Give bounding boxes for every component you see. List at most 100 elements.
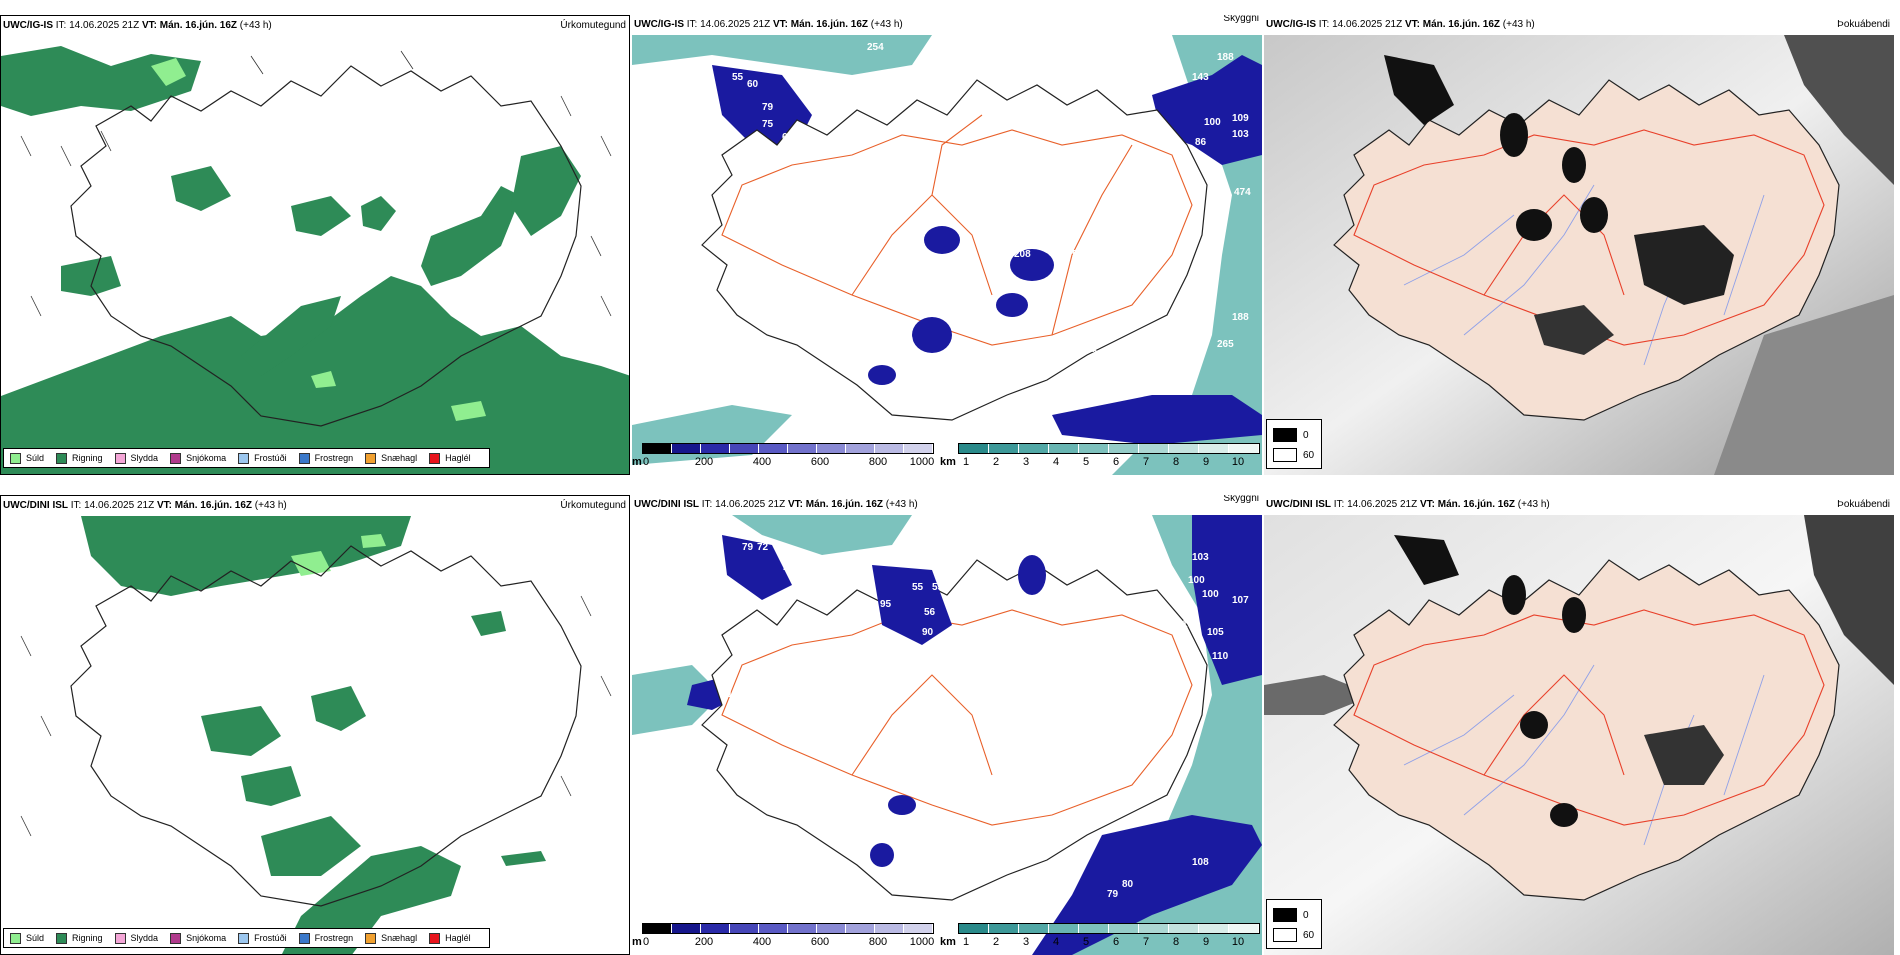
vis-label: 72 [757,542,769,553]
it-label: IT: [70,500,82,511]
vt-value: Mán. 16.jún. 16Z [1437,499,1515,510]
vis-colorbar: km 1 2 3 4 5 6 7 8 9 10 [940,443,1262,471]
vis-label: 79 [762,102,774,113]
vis-label: 55 [732,72,744,83]
lead-time: (+43 h) [1517,499,1550,510]
vis-ticks: 1 2 3 4 5 6 7 8 9 10 [962,456,1245,468]
vis-ticks: 1 2 3 4 5 6 7 8 9 10 [962,936,1245,948]
vis-label: 55 [932,582,944,593]
height-colorbar: m 0 200 400 600 800 1000 [632,443,934,471]
panel-header: UWC/IG-IS IT: 14.06.2025 21Z VT: Mán. 16… [632,15,1262,35]
low-vis-patches [722,535,1046,867]
height-colorbar-strip [642,923,934,934]
vis-label: 474 [1234,187,1251,198]
panel-header: UWC/IG-IS IT: 14.06.2025 21Z VT: Mán. 16… [1,16,629,36]
vis-label: 103 [1192,552,1209,563]
vt-label: VT: [772,19,788,30]
legend-item-hail: Haglél [429,452,471,464]
vis-unit: km [940,936,956,948]
vt-label: VT: [156,500,172,511]
panel-fog-top: UWC/IG-IS IT: 14.06.2025 21Z VT: Mán. 16… [1264,15,1900,475]
vis-labels: 55 60 265 79 75 65 254 143 188 100 109 1… [732,42,1251,376]
roads [721,609,1193,826]
vis-colorbar-strip [958,443,1260,454]
panel-visibility-bottom: UWC/DINI ISL IT: 14.06.2025 21Z VT: Mán.… [632,495,1262,955]
lead-time: (+43 h) [870,19,903,30]
vis-label: 60 [747,79,759,90]
vt-value: Mán. 16.jún. 16Z [790,19,868,30]
it-value: 14.06.2025 21Z [84,500,155,511]
vis-label: 165 [1122,337,1139,348]
panel-visibility-top: UWC/IG-IS IT: 14.06.2025 21Z VT: Mán. 16… [632,15,1262,475]
wind-barbs [20,50,612,317]
vis-label: 49 [902,335,914,346]
it-label: IT: [701,499,713,510]
vis-unit: km [940,456,956,468]
lead-time: (+43 h) [1502,19,1535,30]
height-ticks: 0 200 400 600 800 1000 [642,936,935,948]
vis-label: 103 [1232,129,1249,140]
legend-item-sleet: Slydda [114,452,158,464]
iceland-coastline [701,559,1208,901]
legend-item-hail: Haglél [429,932,471,944]
vis-label: 201 [1172,332,1189,343]
vis-label: 79 [1107,889,1119,900]
vis-label: 100 [1182,619,1199,630]
fog-map [1264,515,1894,955]
vis-label: 86 [1195,137,1207,148]
vis-label: 107 [727,689,744,700]
it-label: IT: [686,19,698,30]
panel-precip-bottom: UWC/DINI ISL IT: 14.06.2025 21Z VT: Mán.… [0,495,630,955]
legend-item-snow-pellets: Snæhagl [365,932,417,944]
rain-areas [81,516,546,954]
panel-header: UWC/DINI ISL IT: 14.06.2025 21Z VT: Mán.… [1264,495,1900,515]
height-unit: m [632,936,642,948]
vis-label: 109 [1232,113,1249,124]
fog-patches [1384,55,1734,355]
vis-label: 107 [1232,595,1249,606]
fog-legend: 0 60 [1266,899,1322,949]
vis-label: 268 [1092,349,1109,360]
legend-item-freezing-drizzle: Frostúði [238,932,287,944]
vt-value: Mán. 16.jún. 16Z [805,499,883,510]
vis-label: 100 [1202,589,1219,600]
precip-legend: Súld Rigning Slydda Snjókoma Frostúði Fr… [3,928,490,948]
vis-label: 90 [922,627,934,638]
model-name: UWC/IG-IS [1266,19,1316,30]
product-name: Skyggni [1223,495,1259,504]
legend-item-freezing-rain: Frostregn [298,932,353,944]
vis-label: 188 [1217,52,1234,63]
iceland-coastline [70,65,582,427]
vis-label: 100 [1188,575,1205,586]
vis-label: 42 [937,217,949,228]
panel-header: UWC/DINI ISL IT: 14.06.2025 21Z VT: Mán.… [1,496,629,516]
it-label: IT: [1333,499,1345,510]
vis-label: 208 [1014,249,1031,260]
vis-label: 67 [810,597,822,608]
fog-patches [1394,535,1724,827]
vis-label: 143 [1192,72,1209,83]
visibility-map: 79 72 73 68 67 95 55 55 56 90 103 100 10… [632,515,1262,955]
precip-legend: Súld Rigning Slydda Snjókoma Frostúði Fr… [3,448,490,468]
product-name: Úrkomutegund [560,20,626,31]
vis-label: 55 [912,582,924,593]
height-unit: m [632,456,642,468]
vis-labels: 79 72 73 68 67 95 55 55 56 90 103 100 10… [727,542,1249,900]
vis-label: 91 [1155,128,1167,139]
vt-label: VT: [1404,19,1420,30]
model-name: UWC/DINI ISL [3,500,68,511]
height-colorbar-strip [642,443,934,454]
vis-label: 73 [782,562,794,573]
model-name: UWC/DINI ISL [1266,499,1331,510]
vis-label: 56 [924,607,936,618]
vis-label: 105 [1207,627,1224,638]
panel-precip-top: UWC/IG-IS IT: 14.06.2025 21Z VT: Mán. 16… [0,15,630,475]
iceland-land [1333,79,1840,421]
visibility-map: 55 60 265 79 75 65 254 143 188 100 109 1… [632,35,1262,475]
vt-label: VT: [787,499,803,510]
vis-label: 95 [880,599,892,610]
model-name: UWC/IG-IS [634,19,684,30]
it-value: 14.06.2025 21Z [715,499,786,510]
vis-label: 254 [867,42,884,53]
vt-value: Mán. 16.jún. 16Z [1422,19,1500,30]
